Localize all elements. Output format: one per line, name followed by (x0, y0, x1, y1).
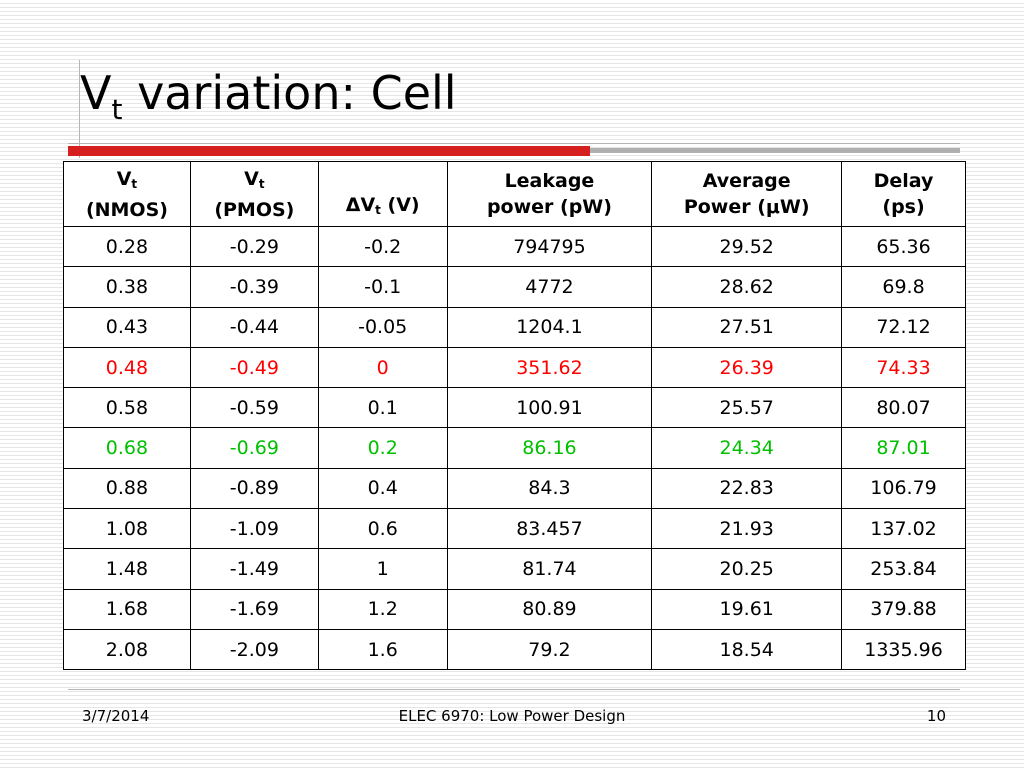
cell-vt-pmos: -0.39 (189, 266, 319, 308)
cell-leakage: 83.457 (446, 508, 653, 550)
cell-avg-power: 22.83 (651, 467, 843, 510)
table-row: 0.88 -0.89 0.4 84.3 22.83 106.79 (63, 467, 966, 510)
table-row: 0.43 -0.44 -0.05 1204.1 27.51 72.12 (63, 306, 966, 348)
header-vt-nmos: Vt (NMOS) (63, 161, 191, 227)
table-row: 0.28 -0.29 -0.2 794795 29.52 65.36 (63, 225, 966, 268)
cell-delta-vt: 0.2 (317, 427, 448, 469)
cell-delta-vt: -0.05 (317, 306, 448, 348)
cell-delta-vt: 1 (317, 548, 448, 590)
title-divider (68, 143, 960, 144)
header-delay: Delay (ps) (841, 161, 966, 227)
cell-leakage: 86.16 (446, 427, 653, 469)
cell-leakage: 81.74 (446, 548, 653, 590)
cell-delay: 72.12 (841, 306, 966, 348)
cell-vt-pmos: -1.49 (189, 548, 319, 590)
table-row-highlight-red: 0.48 -0.49 0 351.62 26.39 74.33 (63, 346, 966, 389)
table-row: 1.68 -1.69 1.2 80.89 19.61 379.88 (63, 588, 966, 630)
cell-delay: 80.07 (841, 387, 966, 429)
table-row-highlight-green: 0.68 -0.69 0.2 86.16 24.34 87.01 (63, 427, 966, 469)
cell-vt-nmos: 1.08 (63, 508, 191, 550)
vt-variation-table: Vt (NMOS) Vt (PMOS) ΔVt (V) Leakage power (… (63, 161, 966, 671)
cell-avg-power: 20.25 (651, 548, 843, 590)
cell-vt-nmos: 2.08 (63, 628, 191, 671)
cell-vt-nmos: 0.28 (63, 225, 191, 268)
cell-vt-pmos: -0.44 (189, 306, 319, 348)
cell-delay: 379.88 (841, 588, 966, 630)
cell-delta-vt: 0.6 (317, 508, 448, 550)
cell-avg-power: 21.93 (651, 508, 843, 550)
footer-divider (68, 689, 960, 690)
table-row: 0.58 -0.59 0.1 100.91 25.57 80.07 (63, 387, 966, 429)
cell-vt-pmos: -1.09 (189, 508, 319, 550)
header-delta-vt: ΔVt (V) (317, 161, 448, 227)
footer-course-title: ELEC 6970: Low Power Design (398, 707, 626, 725)
header-leakage-power: Leakage power (pW) (446, 161, 653, 227)
cell-leakage: 794795 (446, 225, 653, 268)
cell-vt-pmos: -2.09 (189, 628, 319, 671)
cell-delta-vt: 0.4 (317, 467, 448, 510)
cell-vt-nmos: 1.48 (63, 548, 191, 590)
cell-avg-power: 19.61 (651, 588, 843, 630)
table-row: 1.08 -1.09 0.6 83.457 21.93 137.02 (63, 508, 966, 550)
cell-delay: 87.01 (841, 427, 966, 469)
cell-delay: 137.02 (841, 508, 966, 550)
cell-leakage: 79.2 (446, 628, 653, 671)
cell-vt-nmos: 0.58 (63, 387, 191, 429)
title-divider-vertical (79, 60, 80, 158)
cell-delay: 1335.96 (841, 628, 966, 671)
cell-vt-nmos: 0.38 (63, 266, 191, 308)
cell-vt-pmos: -0.89 (189, 467, 319, 510)
cell-leakage: 100.91 (446, 387, 653, 429)
footer-date: 3/7/2014 (82, 707, 150, 725)
cell-delta-vt: -0.2 (317, 225, 448, 268)
cell-vt-nmos: 0.43 (63, 306, 191, 348)
header-vt-pmos: Vt (PMOS) (189, 161, 319, 227)
cell-leakage: 1204.1 (446, 306, 653, 348)
cell-avg-power: 24.34 (651, 427, 843, 469)
cell-leakage: 4772 (446, 266, 653, 308)
cell-leakage: 84.3 (446, 467, 653, 510)
accent-bar-gray (590, 148, 960, 153)
cell-vt-nmos: 0.88 (63, 467, 191, 510)
cell-vt-pmos: -0.49 (189, 346, 319, 389)
cell-vt-pmos: -0.59 (189, 387, 319, 429)
cell-avg-power: 25.57 (651, 387, 843, 429)
cell-delay: 74.33 (841, 346, 966, 389)
cell-delta-vt: -0.1 (317, 266, 448, 308)
cell-avg-power: 27.51 (651, 306, 843, 348)
cell-delta-vt: 1.6 (317, 628, 448, 671)
cell-vt-nmos: 0.68 (63, 427, 191, 469)
cell-vt-nmos: 0.48 (63, 346, 191, 389)
cell-leakage: 351.62 (446, 346, 653, 389)
cell-avg-power: 29.52 (651, 225, 843, 268)
cell-avg-power: 26.39 (651, 346, 843, 389)
table-header-row: Vt (NMOS) Vt (PMOS) ΔVt (V) Leakage power (… (63, 161, 966, 227)
cell-vt-pmos: -0.69 (189, 427, 319, 469)
page-number: 10 (926, 707, 946, 725)
cell-vt-pmos: -1.69 (189, 588, 319, 630)
header-average-power: Average Power (μW) (651, 161, 843, 227)
cell-delta-vt: 1.2 (317, 588, 448, 630)
accent-bar (68, 146, 590, 156)
cell-delta-vt: 0.1 (317, 387, 448, 429)
cell-delay: 65.36 (841, 225, 966, 268)
cell-avg-power: 18.54 (651, 628, 843, 671)
cell-vt-nmos: 1.68 (63, 588, 191, 630)
cell-delta-vt: 0 (317, 346, 448, 389)
table-row: 1.48 -1.49 1 81.74 20.25 253.84 (63, 548, 966, 590)
table-row: 2.08 -2.09 1.6 79.2 18.54 1335.96 (63, 628, 966, 671)
cell-leakage: 80.89 (446, 588, 653, 630)
cell-vt-pmos: -0.29 (189, 225, 319, 268)
cell-delay: 106.79 (841, 467, 966, 510)
table-row: 0.38 -0.39 -0.1 4772 28.62 69.8 (63, 266, 966, 308)
cell-delay: 69.8 (841, 266, 966, 308)
slide-title: Vt variation: Cell (80, 66, 457, 126)
cell-delay: 253.84 (841, 548, 966, 590)
cell-avg-power: 28.62 (651, 266, 843, 308)
